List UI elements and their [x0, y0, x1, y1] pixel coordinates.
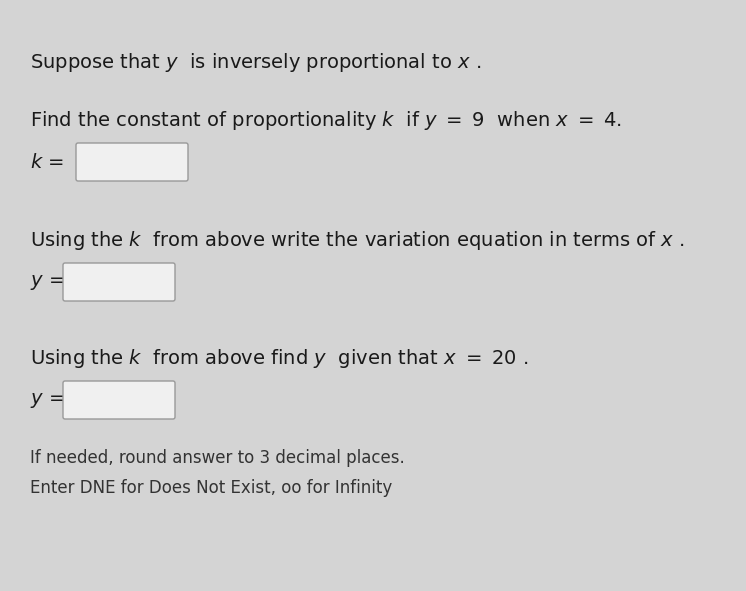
Text: $\mathbf{\mathit{k}}$ =: $\mathbf{\mathit{k}}$ = [30, 152, 64, 171]
Text: Find the constant of proportionality $\mathbf{\mathit{k}}$  if $\mathit{y}$ $=$ : Find the constant of proportionality $\m… [30, 109, 622, 132]
Text: Enter DNE for Does Not Exist, oo for Infinity: Enter DNE for Does Not Exist, oo for Inf… [30, 479, 392, 497]
Text: $\mathit{y}$ =: $\mathit{y}$ = [30, 391, 65, 410]
FancyBboxPatch shape [63, 381, 175, 419]
Text: Using the $\mathbf{\mathit{k}}$  from above write the variation equation in term: Using the $\mathbf{\mathit{k}}$ from abo… [30, 229, 685, 252]
Text: If needed, round answer to 3 decimal places.: If needed, round answer to 3 decimal pla… [30, 449, 405, 467]
FancyBboxPatch shape [63, 263, 175, 301]
Text: Suppose that $\mathit{y}$  is inversely proportional to $\mathit{x}$ .: Suppose that $\mathit{y}$ is inversely p… [30, 51, 481, 74]
FancyBboxPatch shape [76, 143, 188, 181]
Text: Using the $\mathbf{\mathit{k}}$  from above find $\mathit{y}$  given that $\math: Using the $\mathbf{\mathit{k}}$ from abo… [30, 346, 528, 369]
Text: $\mathit{y}$ =: $\mathit{y}$ = [30, 272, 65, 291]
